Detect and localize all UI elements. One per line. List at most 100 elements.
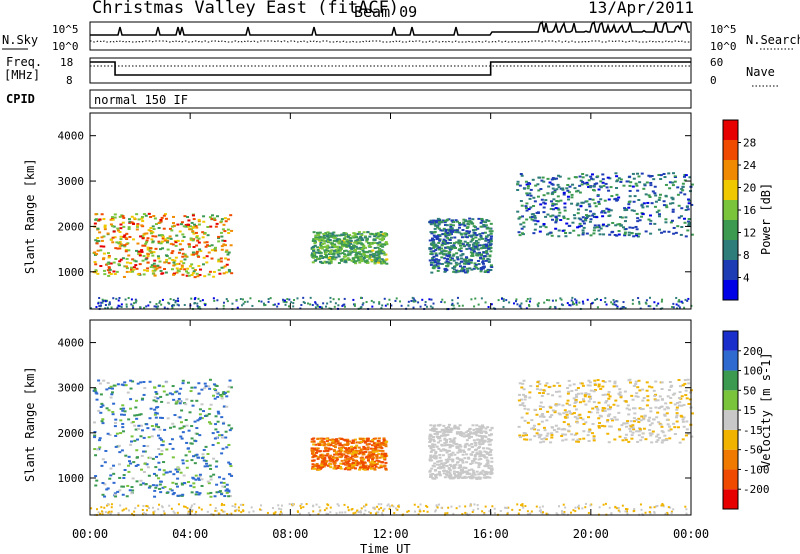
- echo-cell: [623, 233, 627, 236]
- echo-cell: [349, 251, 353, 254]
- echo-cell: [95, 398, 99, 401]
- echo-cell: [378, 241, 382, 244]
- echo-cell: [154, 466, 158, 469]
- echo-cell: [314, 451, 318, 454]
- echo-cell: [631, 172, 635, 175]
- echo-cell: [554, 219, 558, 222]
- echo-cell: [191, 230, 195, 233]
- echo-cell: [343, 253, 347, 256]
- echo-cell: [690, 203, 694, 206]
- echo-cell: [220, 248, 224, 251]
- echo-cell: [319, 454, 323, 457]
- echo-cell: [610, 231, 614, 234]
- echo-cell: [225, 249, 229, 252]
- echo-cell: [576, 212, 580, 215]
- echo-cell: [477, 464, 481, 467]
- echo-cell: [318, 306, 321, 309]
- echo-cell: [95, 392, 99, 395]
- echo-cell: [200, 388, 204, 391]
- echo-cell: [583, 182, 587, 185]
- echo-cell: [324, 460, 328, 463]
- echo-cell: [484, 432, 488, 435]
- echo-cell: [544, 226, 548, 229]
- echo-cell: [320, 439, 324, 442]
- echo-cell: [155, 305, 158, 308]
- echo-cell: [433, 432, 437, 435]
- echo-cell: [224, 257, 228, 260]
- echo-cell: [147, 474, 151, 477]
- echo-cell: [636, 395, 640, 398]
- echo-cell: [187, 429, 191, 432]
- echo-cell: [171, 385, 175, 388]
- echo-cell: [600, 211, 604, 214]
- echo-cell: [466, 513, 469, 516]
- echo-cell: [132, 268, 136, 271]
- echo-cell: [428, 259, 432, 262]
- freq-trace: [90, 61, 691, 76]
- echo-cell: [470, 443, 474, 446]
- echo-cell: [532, 424, 536, 427]
- echo-cell: [346, 235, 350, 238]
- echo-cell: [196, 239, 200, 242]
- nave-label: Nave: [746, 65, 775, 79]
- echo-cell: [381, 236, 385, 239]
- echo-cell: [473, 247, 477, 250]
- echo-cell: [452, 441, 456, 444]
- echo-cell: [527, 181, 531, 184]
- echo-cell: [518, 184, 522, 187]
- echo-cell: [327, 261, 331, 264]
- echo-cell: [352, 236, 356, 239]
- echo-cell: [528, 197, 532, 200]
- echo-cell: [556, 200, 560, 203]
- echo-cell: [136, 223, 140, 226]
- echo-cell: [464, 262, 468, 265]
- echo-cell: [646, 395, 650, 398]
- echo-cell: [328, 256, 332, 259]
- echo-cell: [437, 470, 441, 473]
- echo-cell: [344, 511, 347, 514]
- echo-cell: [140, 429, 144, 432]
- echo-cell: [589, 218, 593, 221]
- echo-cell: [354, 245, 358, 248]
- echo-cell: [179, 471, 183, 474]
- echo-cell: [407, 300, 410, 303]
- echo-cell: [436, 226, 440, 229]
- echo-cell: [384, 234, 388, 237]
- echo-cell: [584, 403, 588, 406]
- echo-cell: [378, 238, 382, 241]
- echo-cell: [582, 437, 586, 440]
- echo-cell: [628, 408, 632, 411]
- echo-cell: [223, 217, 227, 220]
- echo-cell: [135, 417, 139, 420]
- echo-cell: [466, 430, 470, 433]
- echo-cell: [365, 237, 369, 240]
- echo-cell: [550, 436, 554, 439]
- echo-cell: [194, 440, 198, 443]
- echo-cell: [444, 512, 447, 515]
- echo-cell: [442, 249, 446, 252]
- echo-cell: [419, 305, 422, 308]
- echo-cell: [307, 511, 310, 514]
- echo-cell: [125, 265, 129, 268]
- echo-cell: [174, 482, 178, 485]
- echo-cell: [341, 453, 345, 456]
- echo-cell: [331, 244, 335, 247]
- echo-cell: [608, 177, 612, 180]
- echo-cell: [650, 422, 654, 425]
- echo-cell: [480, 219, 484, 222]
- echo-cell: [436, 262, 440, 265]
- echo-cell: [525, 183, 529, 186]
- echo-cell: [121, 221, 125, 224]
- echo-cell: [110, 510, 113, 513]
- echo-cell: [125, 232, 129, 235]
- echo-cell: [624, 307, 627, 310]
- echo-cell: [430, 459, 434, 462]
- echo-cell: [678, 306, 681, 309]
- echo-cell: [185, 398, 189, 401]
- echo-cell: [679, 233, 683, 236]
- echo-cell: [206, 234, 210, 237]
- echo-cell: [363, 505, 366, 508]
- echo-cell: [468, 230, 472, 233]
- echo-cell: [162, 469, 166, 472]
- echo-cell: [488, 227, 492, 230]
